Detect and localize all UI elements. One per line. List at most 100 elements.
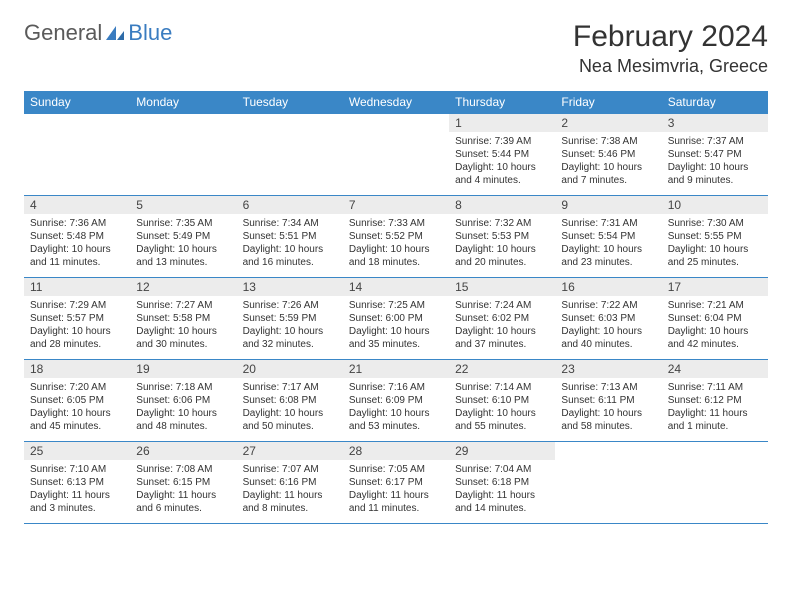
day-number: 27 — [237, 442, 343, 460]
day-number: 7 — [343, 196, 449, 214]
column-header: Sunday — [24, 91, 130, 114]
day-details: Sunrise: 7:05 AMSunset: 6:17 PMDaylight:… — [343, 460, 449, 519]
calendar-cell: 26Sunrise: 7:08 AMSunset: 6:15 PMDayligh… — [130, 442, 236, 524]
day-number: 6 — [237, 196, 343, 214]
day-number: 26 — [130, 442, 236, 460]
column-header: Wednesday — [343, 91, 449, 114]
calendar-cell: 24Sunrise: 7:11 AMSunset: 6:12 PMDayligh… — [662, 360, 768, 442]
day-details: Sunrise: 7:13 AMSunset: 6:11 PMDaylight:… — [555, 378, 661, 437]
column-header: Monday — [130, 91, 236, 114]
column-header: Friday — [555, 91, 661, 114]
calendar-cell: 2Sunrise: 7:38 AMSunset: 5:46 PMDaylight… — [555, 114, 661, 196]
day-details: Sunrise: 7:27 AMSunset: 5:58 PMDaylight:… — [130, 296, 236, 355]
day-number: 12 — [130, 278, 236, 296]
day-number: 24 — [662, 360, 768, 378]
day-details: Sunrise: 7:07 AMSunset: 6:16 PMDaylight:… — [237, 460, 343, 519]
day-number: 11 — [24, 278, 130, 296]
day-details: Sunrise: 7:34 AMSunset: 5:51 PMDaylight:… — [237, 214, 343, 273]
day-details: Sunrise: 7:11 AMSunset: 6:12 PMDaylight:… — [662, 378, 768, 437]
day-number: 2 — [555, 114, 661, 132]
calendar-cell: 5Sunrise: 7:35 AMSunset: 5:49 PMDaylight… — [130, 196, 236, 278]
calendar-cell: 25Sunrise: 7:10 AMSunset: 6:13 PMDayligh… — [24, 442, 130, 524]
day-details: Sunrise: 7:29 AMSunset: 5:57 PMDaylight:… — [24, 296, 130, 355]
calendar-cell — [237, 114, 343, 196]
day-number: 18 — [24, 360, 130, 378]
calendar-row: 4Sunrise: 7:36 AMSunset: 5:48 PMDaylight… — [24, 196, 768, 278]
day-number: 8 — [449, 196, 555, 214]
calendar-cell: 21Sunrise: 7:16 AMSunset: 6:09 PMDayligh… — [343, 360, 449, 442]
column-header: Thursday — [449, 91, 555, 114]
calendar-cell: 19Sunrise: 7:18 AMSunset: 6:06 PMDayligh… — [130, 360, 236, 442]
day-number: 17 — [662, 278, 768, 296]
month-title: February 2024 — [573, 20, 768, 54]
day-details: Sunrise: 7:36 AMSunset: 5:48 PMDaylight:… — [24, 214, 130, 273]
calendar-cell: 20Sunrise: 7:17 AMSunset: 6:08 PMDayligh… — [237, 360, 343, 442]
calendar-cell: 12Sunrise: 7:27 AMSunset: 5:58 PMDayligh… — [130, 278, 236, 360]
location: Nea Mesimvria, Greece — [573, 56, 768, 77]
day-details: Sunrise: 7:16 AMSunset: 6:09 PMDaylight:… — [343, 378, 449, 437]
calendar-cell: 9Sunrise: 7:31 AMSunset: 5:54 PMDaylight… — [555, 196, 661, 278]
day-number: 16 — [555, 278, 661, 296]
calendar-cell: 13Sunrise: 7:26 AMSunset: 5:59 PMDayligh… — [237, 278, 343, 360]
calendar-cell: 16Sunrise: 7:22 AMSunset: 6:03 PMDayligh… — [555, 278, 661, 360]
calendar-row: 11Sunrise: 7:29 AMSunset: 5:57 PMDayligh… — [24, 278, 768, 360]
day-details: Sunrise: 7:31 AMSunset: 5:54 PMDaylight:… — [555, 214, 661, 273]
day-number: 20 — [237, 360, 343, 378]
day-number: 22 — [449, 360, 555, 378]
calendar-cell: 23Sunrise: 7:13 AMSunset: 6:11 PMDayligh… — [555, 360, 661, 442]
day-details: Sunrise: 7:21 AMSunset: 6:04 PMDaylight:… — [662, 296, 768, 355]
day-number: 1 — [449, 114, 555, 132]
calendar-cell — [24, 114, 130, 196]
calendar-cell — [662, 442, 768, 524]
calendar-cell — [130, 114, 236, 196]
day-number: 25 — [24, 442, 130, 460]
day-details: Sunrise: 7:20 AMSunset: 6:05 PMDaylight:… — [24, 378, 130, 437]
day-number: 21 — [343, 360, 449, 378]
calendar-cell: 29Sunrise: 7:04 AMSunset: 6:18 PMDayligh… — [449, 442, 555, 524]
day-number: 29 — [449, 442, 555, 460]
day-details: Sunrise: 7:18 AMSunset: 6:06 PMDaylight:… — [130, 378, 236, 437]
day-details: Sunrise: 7:32 AMSunset: 5:53 PMDaylight:… — [449, 214, 555, 273]
day-details: Sunrise: 7:38 AMSunset: 5:46 PMDaylight:… — [555, 132, 661, 191]
day-number: 9 — [555, 196, 661, 214]
calendar-table: SundayMondayTuesdayWednesdayThursdayFrid… — [24, 91, 768, 524]
column-header: Saturday — [662, 91, 768, 114]
calendar-cell: 6Sunrise: 7:34 AMSunset: 5:51 PMDaylight… — [237, 196, 343, 278]
calendar-cell: 8Sunrise: 7:32 AMSunset: 5:53 PMDaylight… — [449, 196, 555, 278]
day-details: Sunrise: 7:35 AMSunset: 5:49 PMDaylight:… — [130, 214, 236, 273]
calendar-cell: 18Sunrise: 7:20 AMSunset: 6:05 PMDayligh… — [24, 360, 130, 442]
day-number: 14 — [343, 278, 449, 296]
calendar-cell: 4Sunrise: 7:36 AMSunset: 5:48 PMDaylight… — [24, 196, 130, 278]
day-number: 13 — [237, 278, 343, 296]
calendar-cell: 15Sunrise: 7:24 AMSunset: 6:02 PMDayligh… — [449, 278, 555, 360]
calendar-row: 25Sunrise: 7:10 AMSunset: 6:13 PMDayligh… — [24, 442, 768, 524]
title-block: February 2024 Nea Mesimvria, Greece — [573, 20, 768, 77]
day-details: Sunrise: 7:17 AMSunset: 6:08 PMDaylight:… — [237, 378, 343, 437]
day-number: 10 — [662, 196, 768, 214]
day-number: 15 — [449, 278, 555, 296]
day-number: 23 — [555, 360, 661, 378]
logo-text-blue: Blue — [128, 20, 172, 46]
day-details: Sunrise: 7:24 AMSunset: 6:02 PMDaylight:… — [449, 296, 555, 355]
day-details: Sunrise: 7:33 AMSunset: 5:52 PMDaylight:… — [343, 214, 449, 273]
day-number: 4 — [24, 196, 130, 214]
calendar-row: 1Sunrise: 7:39 AMSunset: 5:44 PMDaylight… — [24, 114, 768, 196]
day-number: 19 — [130, 360, 236, 378]
day-details: Sunrise: 7:37 AMSunset: 5:47 PMDaylight:… — [662, 132, 768, 191]
calendar-cell: 14Sunrise: 7:25 AMSunset: 6:00 PMDayligh… — [343, 278, 449, 360]
day-number: 3 — [662, 114, 768, 132]
calendar-cell: 10Sunrise: 7:30 AMSunset: 5:55 PMDayligh… — [662, 196, 768, 278]
column-header: Tuesday — [237, 91, 343, 114]
calendar-cell: 7Sunrise: 7:33 AMSunset: 5:52 PMDaylight… — [343, 196, 449, 278]
calendar-row: 18Sunrise: 7:20 AMSunset: 6:05 PMDayligh… — [24, 360, 768, 442]
day-details: Sunrise: 7:08 AMSunset: 6:15 PMDaylight:… — [130, 460, 236, 519]
calendar-head: SundayMondayTuesdayWednesdayThursdayFrid… — [24, 91, 768, 114]
calendar-cell: 22Sunrise: 7:14 AMSunset: 6:10 PMDayligh… — [449, 360, 555, 442]
calendar-cell — [555, 442, 661, 524]
calendar-cell: 3Sunrise: 7:37 AMSunset: 5:47 PMDaylight… — [662, 114, 768, 196]
calendar-cell: 17Sunrise: 7:21 AMSunset: 6:04 PMDayligh… — [662, 278, 768, 360]
day-details: Sunrise: 7:30 AMSunset: 5:55 PMDaylight:… — [662, 214, 768, 273]
day-details: Sunrise: 7:26 AMSunset: 5:59 PMDaylight:… — [237, 296, 343, 355]
day-number: 28 — [343, 442, 449, 460]
day-number: 5 — [130, 196, 236, 214]
